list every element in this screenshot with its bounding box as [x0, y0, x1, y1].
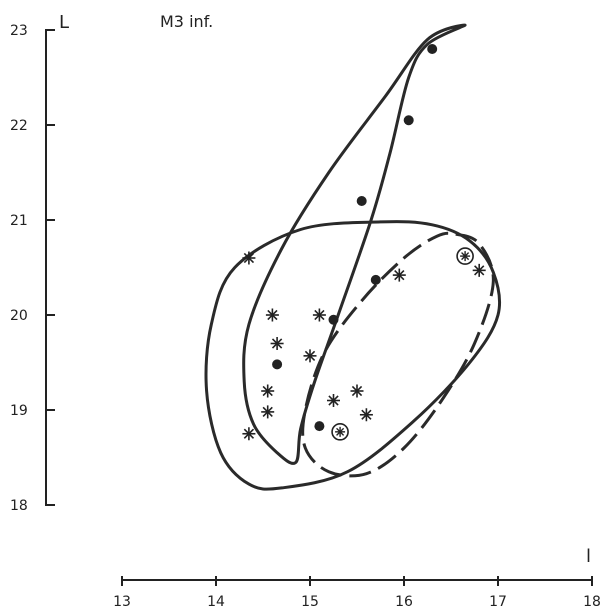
- dot-point-1: [427, 44, 438, 54]
- chart-labels: M3 inf. L l: [59, 12, 591, 567]
- y-axis-title: L: [59, 12, 69, 33]
- envelope-3-dashed: [301, 231, 495, 478]
- chart-title: M3 inf.: [160, 12, 213, 31]
- dot-point-7: [314, 421, 325, 432]
- asterisk-point-5: [312, 308, 326, 322]
- x-tick-label-18: 18: [583, 594, 601, 610]
- asterisk-point-1: [242, 251, 256, 265]
- envelopes: [204, 23, 502, 491]
- asterisk-point-7: [303, 349, 317, 363]
- x-tick-label-16: 16: [395, 594, 413, 610]
- data-points: [242, 44, 486, 441]
- asterisk-point-10: [327, 394, 340, 407]
- axes: 18 19 20 21 22 23 13 14 15 16 17 18: [10, 23, 601, 610]
- x-tick-label-17: 17: [489, 594, 507, 610]
- envelope-2-solid: [204, 220, 502, 491]
- dot-point-6: [272, 359, 283, 370]
- y-tick-label-21: 21: [10, 213, 28, 229]
- x-axis-title: l: [586, 546, 591, 567]
- y-tick-label-23: 23: [10, 23, 28, 39]
- asterisk-point-11: [261, 405, 275, 419]
- asterisk-point-9: [350, 384, 364, 398]
- envelope-1-solid: [242, 23, 467, 465]
- y-tick-label-20: 20: [10, 308, 28, 324]
- dot-point-5: [328, 314, 339, 325]
- circled-asterisk-point-2: [331, 423, 349, 441]
- x-tick-label-14: 14: [207, 594, 225, 610]
- asterisk-point-2: [392, 268, 406, 282]
- asterisk-point-13: [242, 427, 256, 441]
- dot-point-4: [370, 274, 381, 285]
- asterisk-point-12: [359, 408, 373, 422]
- asterisk-point-4: [265, 308, 279, 322]
- asterisk-point-6: [270, 337, 284, 350]
- y-tick-label-18: 18: [10, 498, 28, 514]
- dot-point-2: [403, 115, 414, 126]
- x-tick-label-15: 15: [301, 594, 319, 610]
- dot-point-3: [356, 196, 367, 206]
- asterisk-point-3: [472, 263, 486, 277]
- asterisk-point-8: [261, 384, 275, 398]
- x-tick-label-13: 13: [113, 594, 131, 610]
- circled-asterisk-point-1: [456, 247, 474, 265]
- y-tick-label-22: 22: [10, 118, 28, 134]
- y-tick-label-19: 19: [10, 403, 28, 419]
